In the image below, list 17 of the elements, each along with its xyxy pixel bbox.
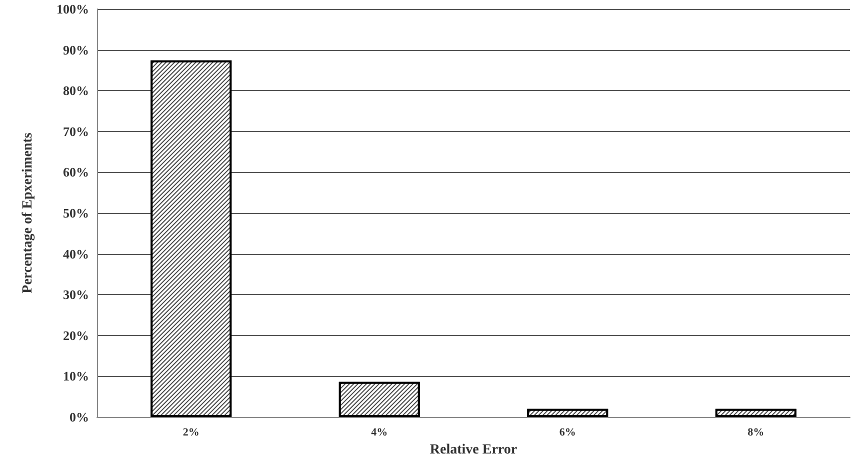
y-tick-label: 0%: [70, 410, 89, 424]
x-tick-label: 8%: [748, 426, 764, 438]
y-tick-label: 80%: [63, 83, 89, 98]
x-tick-label: 4%: [371, 426, 388, 438]
x-tick-label: 6%: [559, 426, 576, 438]
y-tick-label: 30%: [63, 287, 89, 302]
y-tick-label: 50%: [63, 206, 89, 220]
x-tick-label: 2%: [182, 426, 200, 438]
y-tick-label: 100%: [56, 2, 89, 16]
y-axis-title: Percentage of Epxeriments: [20, 132, 36, 294]
y-tick-label: 60%: [63, 164, 89, 180]
y-tick-label: 20%: [63, 328, 89, 343]
y-tick-label: 90%: [63, 42, 89, 58]
y-tick-label: 10%: [63, 368, 89, 384]
x-axis-title: Relative Error: [430, 442, 518, 458]
y-tick-label: 40%: [63, 246, 89, 262]
y-tick-label: 70%: [63, 124, 89, 139]
